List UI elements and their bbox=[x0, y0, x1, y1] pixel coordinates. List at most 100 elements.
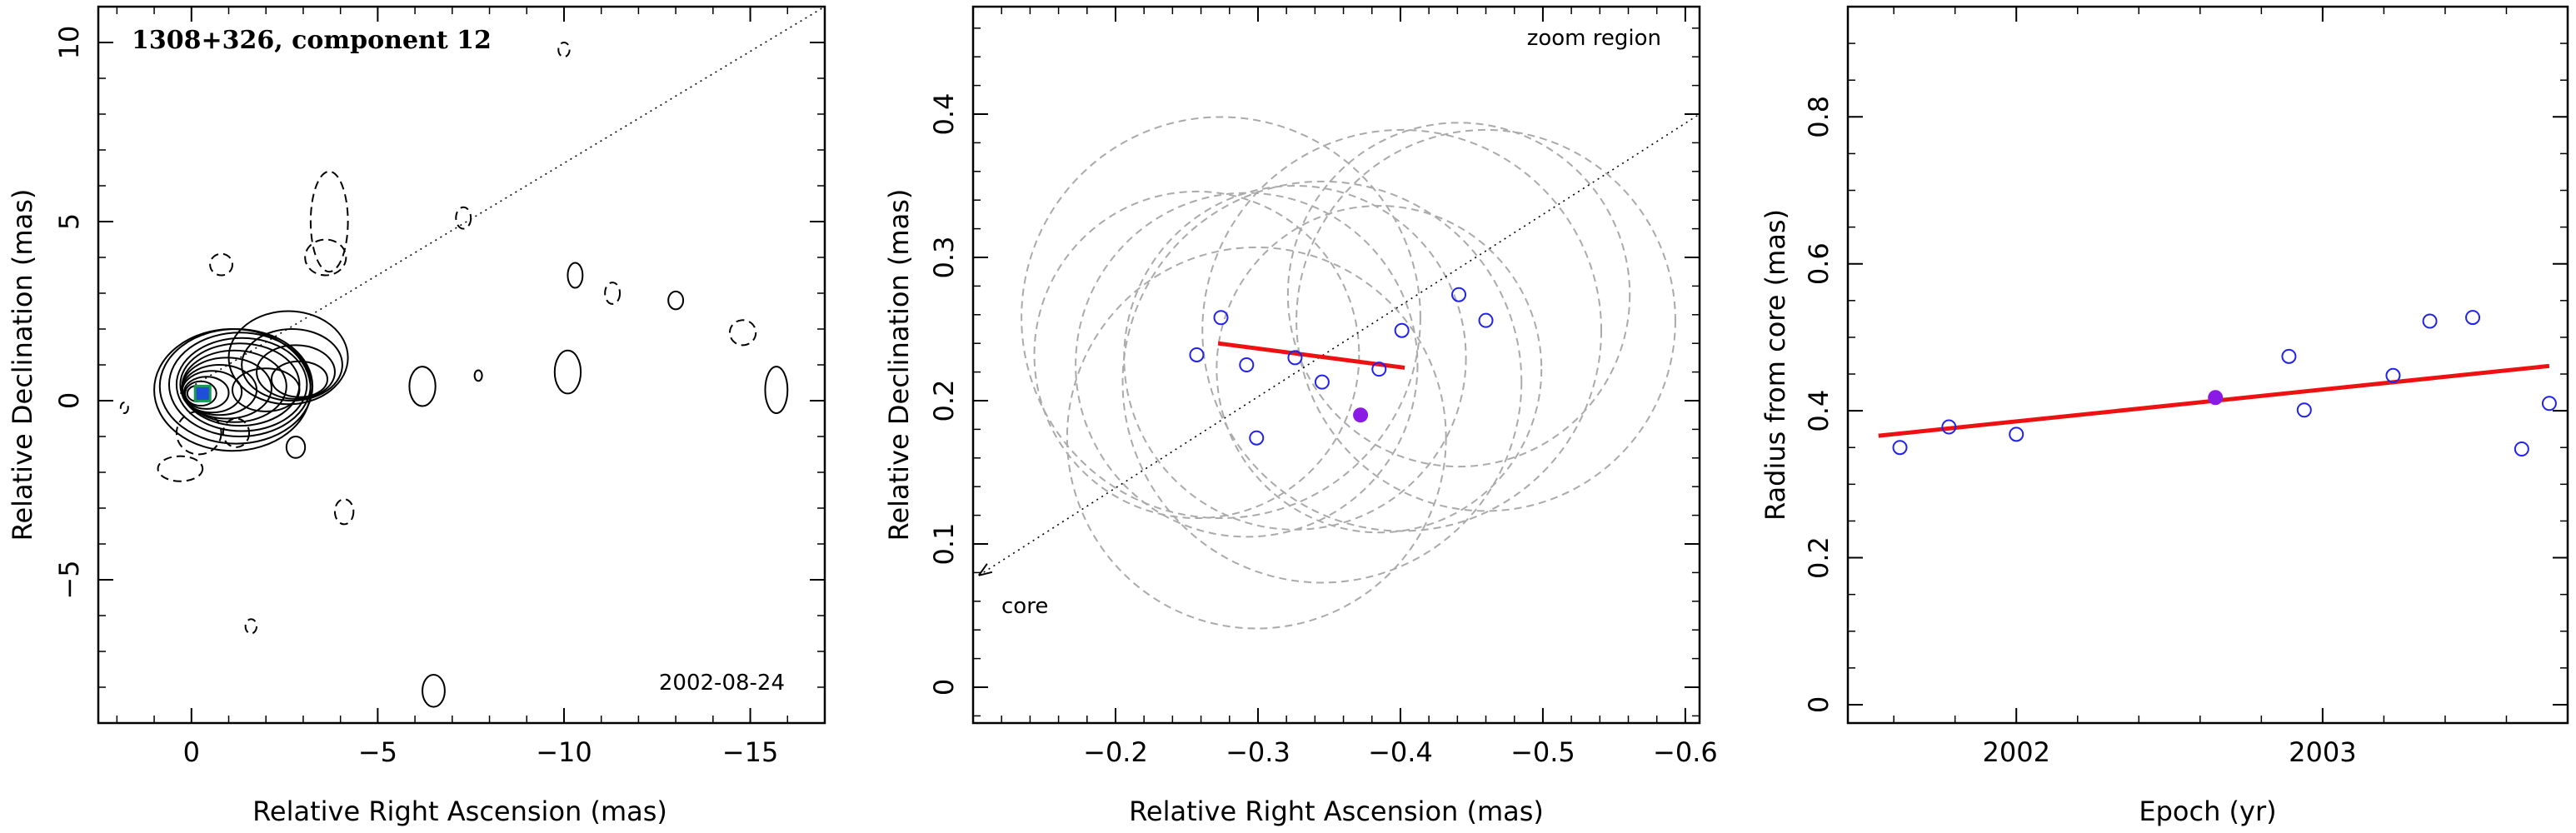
data-point bbox=[2514, 441, 2529, 456]
data-point bbox=[1371, 362, 1387, 377]
data-point bbox=[1892, 440, 1908, 456]
error-circle bbox=[1123, 185, 1467, 531]
error-circle bbox=[1033, 190, 1360, 520]
contour-jet bbox=[231, 367, 301, 412]
error-circle bbox=[1216, 205, 1543, 534]
core-arrowhead bbox=[978, 563, 993, 576]
panel2-tick-labels: −0.2 −0.3 −0.4 −0.5 −0.6 0 0.1 0.2 0.3 0.4 bbox=[928, 93, 1718, 768]
contour-solid bbox=[422, 673, 446, 708]
y-tick-label: −5 bbox=[53, 560, 85, 599]
data-point bbox=[2385, 367, 2401, 383]
contour-core bbox=[184, 380, 217, 407]
data-point bbox=[2281, 348, 2297, 364]
error-circle bbox=[1286, 122, 1631, 468]
panel3-axis-ticks bbox=[1848, 7, 2568, 723]
contour-jet bbox=[241, 328, 343, 402]
panel2-ylabel: Relative Declination (mas) bbox=[883, 189, 915, 541]
panel1-xlabel: Relative Right Ascension (mas) bbox=[252, 796, 667, 827]
data-point bbox=[2422, 313, 2438, 329]
data-point bbox=[1478, 312, 1494, 328]
contour-jet bbox=[227, 310, 349, 406]
data-point bbox=[1239, 357, 1255, 372]
contour-solid bbox=[553, 349, 582, 395]
fit-line bbox=[1217, 341, 1405, 370]
contour-negative bbox=[119, 402, 129, 415]
contour-core bbox=[167, 332, 312, 437]
contour-negative bbox=[304, 238, 347, 277]
y-tick-label: 5 bbox=[53, 213, 85, 230]
x-tick-label: −0.4 bbox=[1368, 736, 1433, 768]
error-circle bbox=[1121, 180, 1523, 584]
panel1-date: 2002-08-24 bbox=[659, 671, 785, 696]
error-circle bbox=[1021, 116, 1421, 520]
contour-negative bbox=[557, 42, 571, 58]
x-tick-label: −0.3 bbox=[1226, 736, 1290, 768]
contour-solid bbox=[408, 366, 437, 407]
contour-negative bbox=[209, 252, 233, 277]
contour-core bbox=[182, 376, 230, 410]
data-point bbox=[2009, 426, 2024, 442]
panel1-frame bbox=[97, 5, 826, 725]
panel1-axis-ticks bbox=[98, 6, 826, 724]
x-tick-label: −15 bbox=[722, 736, 779, 768]
panel2-zoom-label: zoom region bbox=[1527, 26, 1661, 51]
panel1-ylabel: Relative Declination (mas) bbox=[7, 189, 38, 541]
contour-solid bbox=[667, 290, 685, 311]
data-point bbox=[2541, 396, 2557, 412]
contour-negative bbox=[728, 319, 757, 347]
panel1-plot-area bbox=[119, 7, 825, 708]
x-tick-label: −0.6 bbox=[1653, 736, 1718, 768]
y-tick-label: 10 bbox=[53, 26, 85, 60]
data-point bbox=[1189, 347, 1205, 362]
data-point bbox=[1249, 430, 1265, 446]
data-point bbox=[1287, 350, 1303, 366]
y-tick-label: 0 bbox=[928, 679, 960, 696]
data-point bbox=[2465, 310, 2481, 326]
component-marker bbox=[193, 384, 212, 402]
core-direction-line bbox=[978, 113, 1700, 576]
y-tick-label: 0 bbox=[53, 392, 85, 409]
contour-solid bbox=[285, 436, 307, 459]
contour-negative bbox=[604, 282, 622, 305]
y-tick-label: 0.1 bbox=[928, 523, 960, 566]
contour-solid bbox=[567, 262, 584, 289]
data-point bbox=[2296, 402, 2312, 418]
panel2-core-label: core bbox=[1001, 594, 1048, 619]
mean-point bbox=[1353, 407, 1369, 423]
contour-negative bbox=[157, 455, 204, 482]
panel3-plot-area bbox=[1878, 310, 2557, 456]
panel3-frame bbox=[1846, 5, 2569, 725]
data-point bbox=[1451, 287, 1467, 302]
error-circle bbox=[1201, 128, 1603, 532]
panel3-xlabel: Epoch (yr) bbox=[2139, 796, 2276, 827]
error-circle bbox=[1066, 246, 1447, 630]
panel2-plot-area bbox=[978, 113, 1700, 630]
panel1-title: 1308+326, component 12 bbox=[132, 26, 492, 55]
contour-negative bbox=[309, 170, 349, 273]
y-tick-label: 0.3 bbox=[928, 237, 960, 279]
x-tick-label: −10 bbox=[536, 736, 592, 768]
y-tick-label: 0.4 bbox=[928, 93, 960, 136]
y-tick-label: 0.8 bbox=[1803, 96, 1835, 138]
y-tick-label: 0.4 bbox=[1803, 390, 1835, 432]
contour-solid bbox=[473, 369, 483, 382]
contour-negative bbox=[222, 417, 251, 448]
contour-negative bbox=[175, 410, 222, 456]
y-tick-label: 0 bbox=[1803, 696, 1835, 713]
panel1-tick-labels: 0 −5 −10 −15 −5 0 5 10 bbox=[53, 26, 778, 768]
data-point bbox=[1314, 374, 1330, 390]
mean-point bbox=[2208, 390, 2224, 406]
panel2-axis-ticks bbox=[973, 7, 1700, 723]
data-point bbox=[1941, 419, 1957, 435]
x-tick-label: −5 bbox=[358, 736, 397, 768]
panel2-frame bbox=[971, 5, 1701, 725]
jet-direction-line bbox=[179, 7, 825, 395]
y-tick-label: 0.2 bbox=[1803, 536, 1835, 579]
error-circle bbox=[1075, 192, 1419, 538]
panel2-xlabel: Relative Right Ascension (mas) bbox=[1129, 796, 1544, 827]
data-point bbox=[1213, 310, 1229, 326]
contour-jet bbox=[270, 360, 329, 398]
contour-core bbox=[179, 342, 301, 427]
contour-core bbox=[181, 370, 243, 414]
